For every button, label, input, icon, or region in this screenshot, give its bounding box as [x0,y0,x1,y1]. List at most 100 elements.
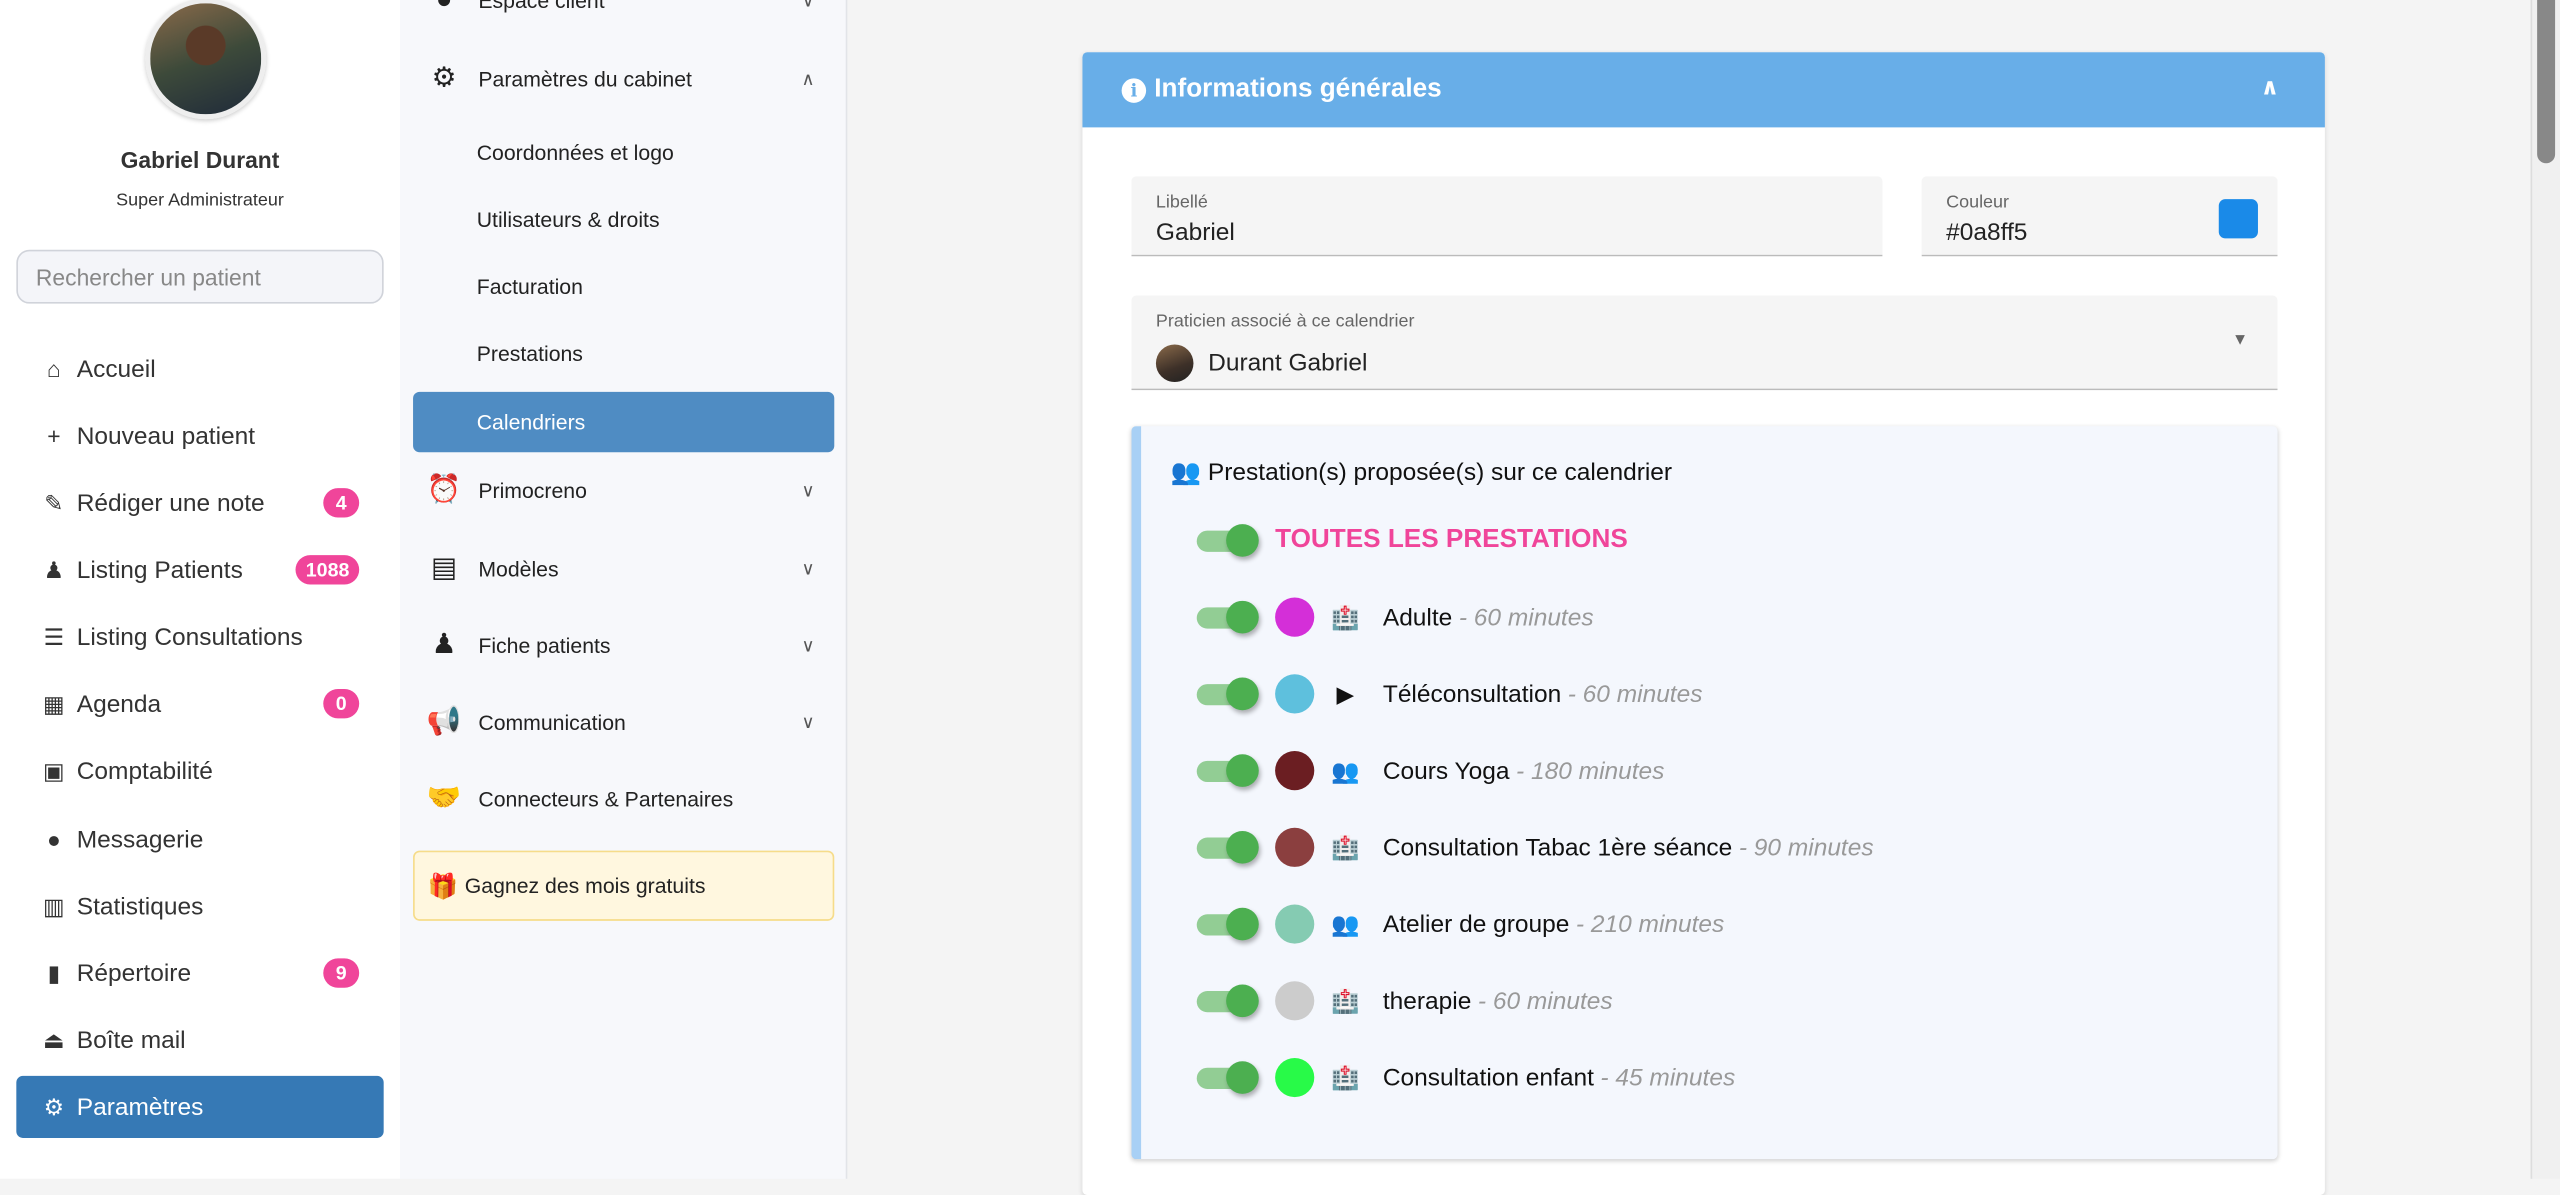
libelle-field[interactable]: Libellé Gabriel [1131,176,1883,257]
gift-icon: 🎁 [427,872,459,901]
praticien-select[interactable]: Praticien associé à ce calendrier Durant… [1131,295,2278,391]
sidebar-item-5[interactable]: ▦ Agenda 0 [16,673,383,735]
field-label: Libellé [1155,192,1208,213]
sidebar-item-label: Répertoire [76,959,192,987]
prestation-toggle[interactable] [1196,1061,1259,1094]
sidebar-item-label: Boîte mail [76,1026,186,1054]
sidebar-item-0[interactable]: ⌂ Accueil [16,338,383,400]
prestation-duration: - 45 minutes [1600,1063,1736,1092]
sidebar-item-label: Nouveau patient [76,422,256,450]
prestations-panel: 👥 Prestation(s) proposée(s) sur ce calen… [1131,426,2278,1160]
color-swatch[interactable] [2218,199,2258,239]
card-header[interactable]: i Informations générales ∧ [1082,52,2325,128]
submenu-prestations[interactable]: Prestations [476,340,583,365]
chevron-down-icon: ∨ [801,480,815,501]
submenu-coordonnees[interactable]: Coordonnées et logo [476,139,674,165]
count-badge: 0 [323,688,360,719]
sidebar-item-label: Paramètres [76,1093,204,1121]
submenu-calendriers[interactable]: Calendriers [413,391,835,453]
prestation-toggle[interactable] [1196,831,1259,864]
field-value: #0a8ff5 [1946,218,2028,247]
group-icon: 👥 [1331,756,1360,783]
prestation-color-dot [1275,827,1315,867]
video-icon: ▶ [1336,679,1355,707]
submenu-facturation[interactable]: Facturation [476,273,583,298]
handshake-icon: 🤝 [426,782,462,814]
menu-fiche-patients[interactable]: ♟ Fiche patients ∨ [413,616,834,675]
menu-communication[interactable]: 📢 Communication ∨ [413,692,834,751]
sidebar-item-7[interactable]: ● Messagerie [16,808,383,870]
sidebar-item-label: Listing Consultations [76,622,303,651]
sidebar-item-1[interactable]: + Nouveau patient [16,405,383,467]
menu-parametres-cabinet[interactable]: ⚙ Paramètres du cabinet ∧ [413,49,834,108]
sidebar-item-3[interactable]: ♟ Listing Patients 1088 [16,539,383,601]
sidebar-item-4[interactable]: ☰ Listing Consultations [16,606,383,668]
gift-promo-button[interactable]: 🎁 Gagnez des mois gratuits [413,850,835,921]
clinic-icon: 🏥 [1331,1063,1360,1090]
gear-icon: ⚙ [43,1093,65,1120]
dropdown-arrow-icon: ▼ [2231,331,2249,350]
prestation-duration: - 210 minutes [1575,910,1725,938]
prestations-title-text: Prestation(s) proposée(s) sur ce calendr… [1207,458,1673,487]
sidebar-item-label: Rédiger une note [76,488,265,517]
prestation-toggle[interactable] [1196,984,1259,1018]
chevron-up-icon[interactable]: ∧ [2260,73,2280,100]
menu-label: Connecteurs & Partenaires [478,786,734,811]
prestation-name: Adulte [1382,603,1453,632]
prestation-color-dot [1275,981,1315,1021]
menu-espace-client[interactable]: ● Espace client ∨ [413,0,834,29]
user-avatar[interactable] [145,0,267,120]
patient-search-input[interactable] [16,249,384,304]
all-prestations-label: TOUTES LES PRESTATIONS [1275,525,1628,554]
prestation-row: 🏥 therapie - 60 minutes [1196,976,1613,1025]
all-prestations-row: TOUTES LES PRESTATIONS [1196,516,1628,565]
menu-primocreno[interactable]: ⏰ Primocreno ∨ [413,460,834,519]
chevron-down-icon: ∨ [801,712,815,733]
card-title: Informations générales [1154,75,1442,103]
group-icon: 👥 [1331,910,1360,937]
menu-label: Paramètres du cabinet [478,66,692,91]
prestation-toggle[interactable] [1196,907,1259,941]
sidebar-item-6[interactable]: ▣ Comptabilité [16,740,383,802]
sidebar-item-8[interactable]: ▥ Statistiques [16,875,383,937]
menu-label: Communication [478,709,626,734]
group-icon: 👥 [1170,458,1202,487]
calendar-icon: ▦ [43,689,65,716]
prestation-duration: - 60 minutes [1477,986,1613,1015]
couleur-field[interactable]: Couleur #0a8ff5 [1921,176,2278,257]
submenu-utilisateurs[interactable]: Utilisateurs & droits [476,206,660,232]
chevron-down-icon: ∨ [801,559,815,579]
sidebar-item-label: Agenda [76,689,162,718]
scrollbar[interactable] [2530,0,2560,1179]
menu-modeles[interactable]: ▤ Modèles ∨ [413,539,834,598]
sidebar-item-label: Statistiques [76,892,204,920]
prestation-row: 👥 Cours Yoga - 180 minutes [1196,746,1664,795]
sidebar-item-2[interactable]: ✎ Rédiger une note 4 [16,472,383,534]
sidebar-item-10[interactable]: ⏏ Boîte mail [16,1009,383,1071]
prestation-toggle[interactable] [1196,677,1259,711]
scrollbar-thumb[interactable] [2537,0,2556,164]
user-circle-icon: ● [426,0,462,16]
field-value: Gabriel [1155,218,1235,247]
prestation-row: 🏥 Adulte - 60 minutes [1196,593,1594,642]
inbox-icon: ⏏ [43,1026,65,1053]
prestation-name: Consultation enfant [1382,1063,1594,1092]
menu-connecteurs[interactable]: 🤝 Connecteurs & Partenaires [413,769,834,828]
chat-icon: ● [46,826,61,853]
document-icon: ▤ [430,551,458,583]
home-icon: ⌂ [46,355,61,383]
count-badge: 1088 [295,555,360,585]
sidebar-item-11[interactable]: ⚙ Paramètres [16,1075,384,1138]
prestation-toggle[interactable] [1196,600,1259,634]
prestation-duration: - 60 minutes [1458,603,1594,632]
sidebar-item-label: Accueil [76,355,156,383]
all-prestations-toggle[interactable] [1196,524,1259,557]
menu-label: Espace client [478,0,605,13]
prestation-name: Consultation Tabac 1ère séance [1382,833,1733,862]
alarm-clock-icon: ⏰ [426,473,462,505]
sidebar-item-9[interactable]: ▮ Répertoire 9 [16,942,383,1004]
menu-label: Primocreno [478,477,587,503]
prestation-toggle[interactable] [1196,754,1259,787]
menu-label: Fiche patients [478,632,611,658]
address-book-icon: ▮ [47,959,61,986]
